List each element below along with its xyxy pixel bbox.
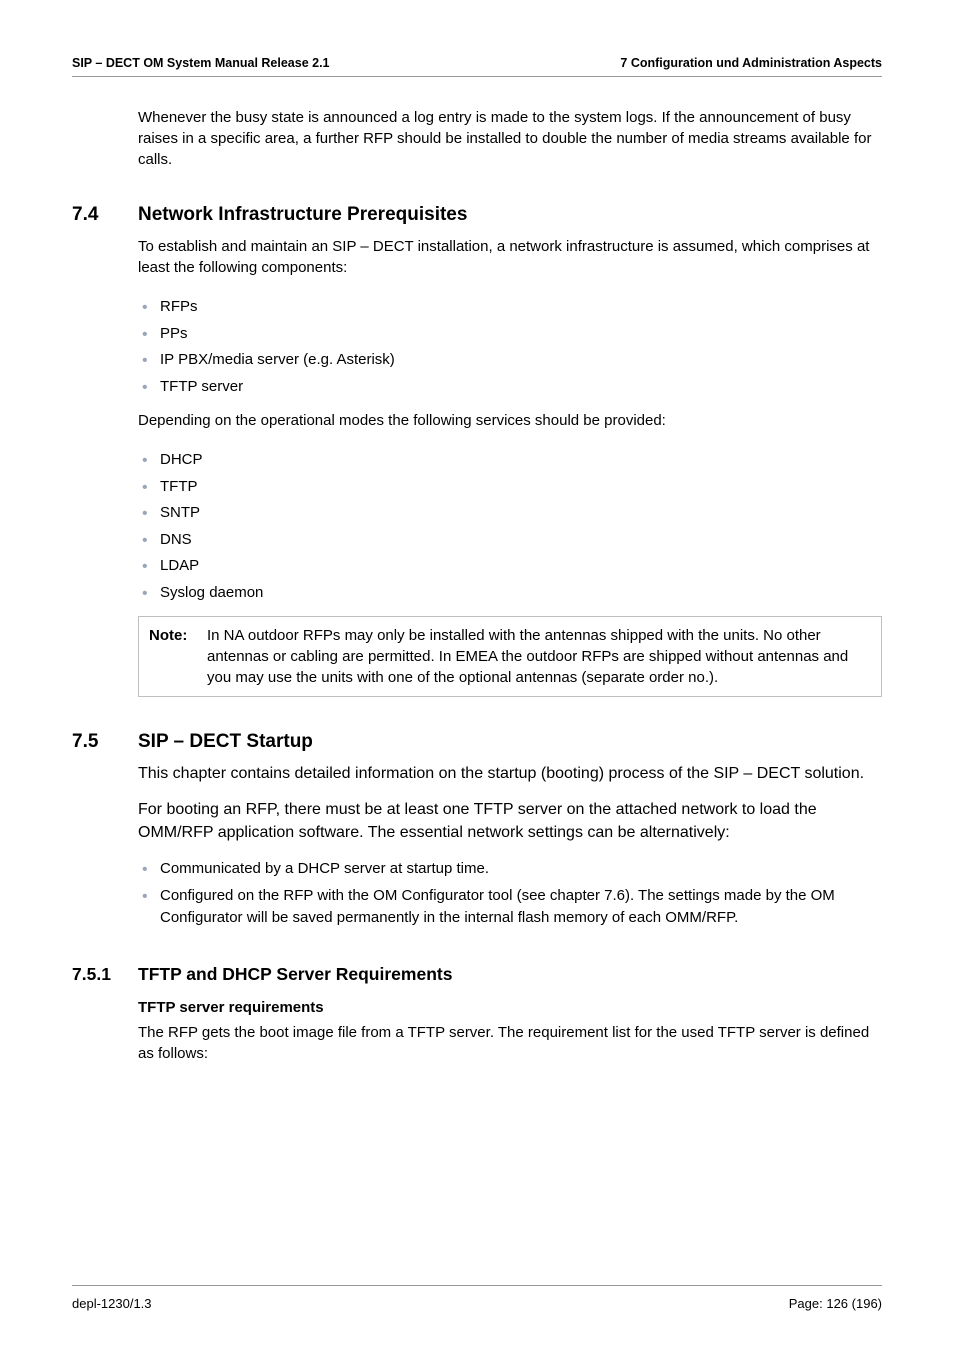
list-item: DHCP: [138, 449, 882, 472]
page-header: SIP – DECT OM System Manual Release 2.1 …: [72, 56, 882, 77]
footer-right: Page: 126 (196): [789, 1296, 882, 1311]
sec74-list2: DHCP TFTP SNTP DNS LDAP Syslog daemon: [138, 449, 882, 604]
sec751-p1: The RFP gets the boot image file from a …: [138, 1022, 882, 1064]
sec75-list: Communicated by a DHCP server at startup…: [138, 858, 882, 930]
subsection-title: TFTP and DHCP Server Requirements: [138, 964, 452, 985]
section-7-5-heading: 7.5 SIP – DECT Startup: [72, 731, 882, 753]
sec74-p2: Depending on the operational modes the f…: [138, 410, 882, 431]
sec74-list1: RFPs PPs IP PBX/media server (e.g. Aster…: [138, 296, 882, 398]
list-item: TFTP: [138, 476, 882, 499]
note-label: Note:: [149, 625, 207, 688]
header-left: SIP – DECT OM System Manual Release 2.1: [72, 56, 330, 70]
sec75-p2: For booting an RFP, there must be at lea…: [138, 799, 882, 844]
list-item: RFPs: [138, 296, 882, 319]
section-7-4-heading: 7.4 Network Infrastructure Prerequisites: [72, 204, 882, 226]
section-title: Network Infrastructure Prerequisites: [138, 204, 467, 226]
section-number: 7.4: [72, 204, 138, 226]
list-item: SNTP: [138, 502, 882, 525]
intro-paragraph: Whenever the busy state is announced a l…: [138, 107, 882, 170]
sec74-p1: To establish and maintain an SIP – DECT …: [138, 236, 882, 278]
footer-left: depl-1230/1.3: [72, 1296, 152, 1311]
page-footer: depl-1230/1.3 Page: 126 (196): [72, 1285, 882, 1311]
list-item: PPs: [138, 323, 882, 346]
section-title: SIP – DECT Startup: [138, 731, 313, 753]
list-item: LDAP: [138, 555, 882, 578]
section-7-5-1-heading: 7.5.1 TFTP and DHCP Server Requirements: [72, 964, 882, 985]
header-right: 7 Configuration und Administration Aspec…: [620, 56, 882, 70]
list-item: Communicated by a DHCP server at startup…: [138, 858, 882, 881]
subsection-number: 7.5.1: [72, 964, 138, 985]
note-text: In NA outdoor RFPs may only be installed…: [207, 625, 871, 688]
list-item: Configured on the RFP with the OM Config…: [138, 885, 882, 930]
note-box: Note: In NA outdoor RFPs may only be ins…: [138, 616, 882, 697]
list-item: TFTP server: [138, 376, 882, 399]
list-item: IP PBX/media server (e.g. Asterisk): [138, 349, 882, 372]
section-number: 7.5: [72, 731, 138, 753]
list-item: DNS: [138, 529, 882, 552]
list-item: Syslog daemon: [138, 582, 882, 605]
sec75-p1: This chapter contains detailed informati…: [138, 763, 882, 785]
tftp-subhead: TFTP server requirements: [138, 999, 882, 1016]
